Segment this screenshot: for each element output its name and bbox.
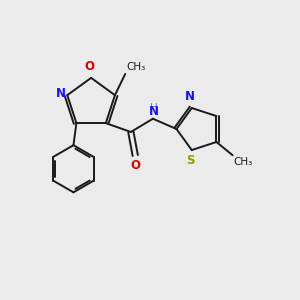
Text: O: O	[130, 159, 140, 172]
Text: S: S	[186, 154, 194, 167]
Text: O: O	[85, 60, 94, 73]
Text: N: N	[185, 90, 195, 103]
Text: N: N	[148, 105, 158, 119]
Text: N: N	[56, 87, 66, 100]
Text: H: H	[150, 103, 158, 113]
Text: CH₃: CH₃	[126, 62, 146, 73]
Text: CH₃: CH₃	[233, 157, 253, 167]
